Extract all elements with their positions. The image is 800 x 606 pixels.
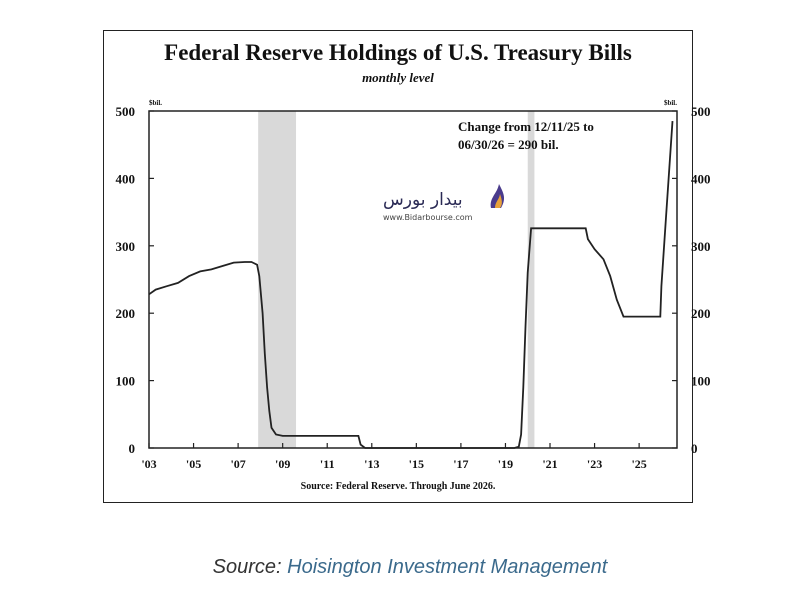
watermark-url: www.Bidarbourse.com [383, 213, 473, 222]
x-tick-label: '15 [409, 457, 424, 471]
y-tick-label-left: 400 [116, 171, 136, 186]
chart-title: Federal Reserve Holdings of U.S. Treasur… [164, 40, 632, 65]
x-tick-label: '19 [498, 457, 513, 471]
y-tick-label-right: 300 [691, 239, 711, 254]
watermark-icon [490, 184, 505, 208]
x-tick-label: '13 [364, 457, 379, 471]
x-tick-label: '21 [542, 457, 557, 471]
y-axis-unit-right: $bil. [664, 99, 677, 107]
y-tick-label-left: 100 [116, 374, 136, 389]
chart-subtitle: monthly level [362, 70, 434, 85]
figure-caption: Source: Hoisington Investment Management [0, 556, 800, 579]
x-tick-label: '25 [631, 457, 646, 471]
x-tick-label: '05 [186, 457, 201, 471]
x-tick-label: '17 [453, 457, 468, 471]
annotation-line-2: 06/30/26 = 290 bil. [458, 137, 559, 152]
annotation-line-1: Change from 12/11/25 to [458, 119, 594, 134]
y-tick-label-left: 500 [116, 104, 136, 119]
y-tick-label-left: 0 [129, 441, 136, 456]
caption-prefix: Source: [212, 556, 288, 578]
chart-frame [103, 30, 693, 503]
y-tick-label-left: 300 [116, 239, 136, 254]
x-tick-label: '07 [230, 457, 245, 471]
plot-area [148, 110, 678, 449]
y-tick-label-right: 100 [691, 374, 711, 389]
y-tick-label-right: 400 [691, 171, 711, 186]
x-tick-label: '23 [587, 457, 602, 471]
chart-source-note: Source: Federal Reserve. Through June 20… [300, 481, 496, 492]
watermark-name: بیدار بورس [383, 190, 463, 210]
x-tick-label: '11 [320, 457, 335, 471]
y-tick-label-left: 200 [116, 306, 136, 321]
watermark-logo: بیدار بورس www.Bidarbourse.com [383, 180, 513, 228]
caption-organization: Hoisington Investment Management [287, 556, 608, 578]
y-tick-label-right: 500 [691, 104, 711, 119]
shaded-period-0 [258, 111, 297, 448]
chart-annotation: Change from 12/11/25 to 06/30/26 = 290 b… [458, 118, 658, 154]
shaded-period-1 [527, 111, 535, 448]
x-tick-label: '03 [141, 457, 156, 471]
x-tick-label: '09 [275, 457, 290, 471]
y-tick-label-right: 200 [691, 306, 711, 321]
y-axis-unit-left: $bil. [149, 99, 162, 107]
y-tick-label-right: 0 [691, 441, 698, 456]
series-line-0 [148, 121, 674, 449]
